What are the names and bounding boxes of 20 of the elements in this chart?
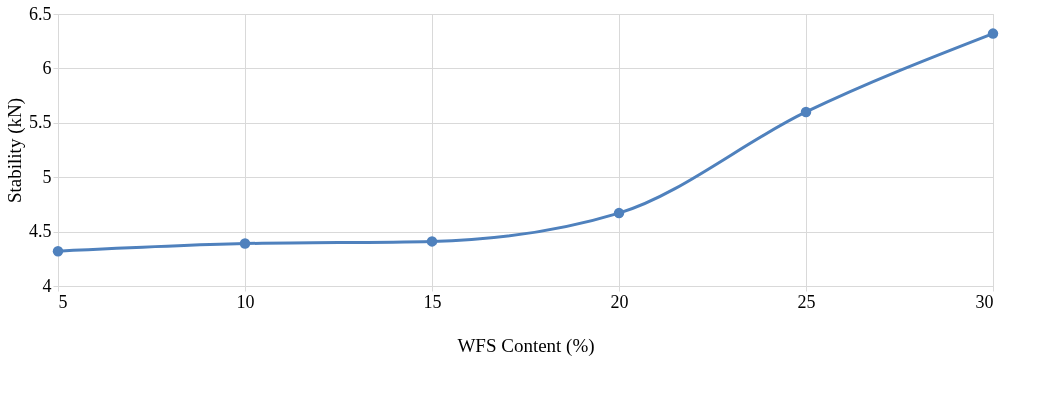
x-tick-label: 25 [797,291,816,312]
y-tick-label: 4.5 [29,221,52,242]
point [426,236,438,247]
x-tick-label: 15 [423,291,442,312]
y-tick-label: 6 [42,57,52,78]
x-tick-label: 10 [236,291,255,312]
y-tick-label: 4 [42,275,52,296]
y-tick-label: 5.5 [29,112,52,133]
x-tick-label: 30 [975,291,994,312]
x-tick-label: 5 [58,291,68,312]
point [987,28,999,39]
y-tick-label: 5 [42,166,52,187]
y-axis-title: Stability (kN) [4,97,26,204]
point [52,245,64,257]
x-tick-label: 20 [610,291,629,312]
point [800,106,812,118]
point [613,207,625,219]
x-axis-title: WFS Content (%) [457,334,595,357]
point [239,238,251,249]
y-tick-label: 6.5 [29,3,52,24]
